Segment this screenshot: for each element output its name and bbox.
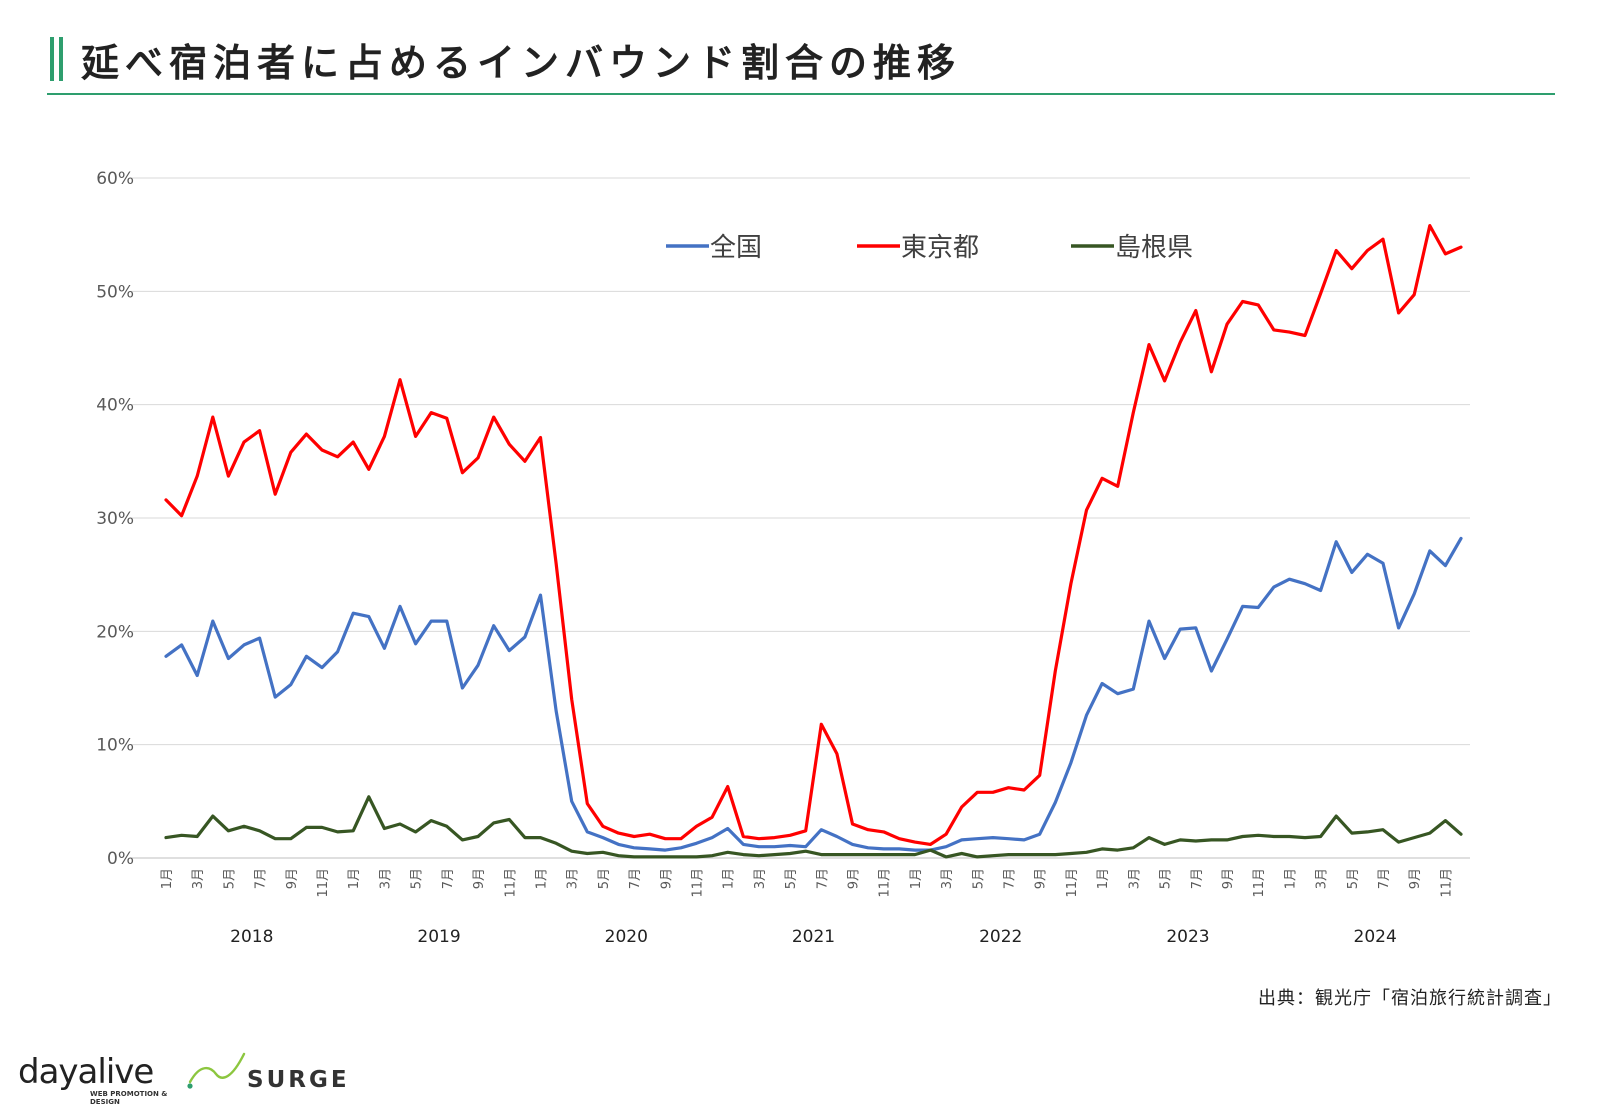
x-tick-label: 9月 xyxy=(1221,868,1236,889)
title-accent-bars xyxy=(50,37,63,81)
x-tick-label: 1月 xyxy=(909,868,924,889)
year-label: 2023 xyxy=(1166,927,1209,947)
y-tick-label: 60% xyxy=(96,169,134,189)
title-divider xyxy=(47,93,1555,95)
x-tick-label: 7月 xyxy=(441,868,456,889)
x-tick-label: 5月 xyxy=(1346,868,1361,889)
title-bar: 延べ宿泊者に占めるインバウンド割合の推移 xyxy=(50,34,962,85)
y-tick-label: 40% xyxy=(96,396,134,416)
x-tick-label: 11月 xyxy=(1252,868,1267,898)
y-tick-label: 50% xyxy=(96,282,134,302)
x-tick-label: 9月 xyxy=(659,868,674,889)
x-tick-label: 7月 xyxy=(1190,868,1205,889)
year-label: 2024 xyxy=(1354,927,1397,947)
legend-label: 全国 xyxy=(710,233,762,263)
source-note: 出典：観光庁「宿泊旅行統計調査」 xyxy=(1258,988,1562,1009)
series-line-島根県 xyxy=(164,795,1463,859)
chart: 0% 10% 20% 30% 40% 50% 60% 1月 3月 5月 7月 9月 11月 1月 3月 5月 7… xyxy=(96,169,1470,947)
x-tick-label: 5月 xyxy=(1159,868,1174,889)
x-tick-label: 7月 xyxy=(628,868,643,889)
x-tick-label: 1月 xyxy=(722,868,737,889)
y-tick-label: 30% xyxy=(96,509,134,529)
x-tick-label: 3月 xyxy=(1315,868,1330,889)
x-tick-label: 7月 xyxy=(815,868,830,889)
dayalive-logo-subtitle: WEB PROMOTION & DESIGN xyxy=(90,1090,168,1106)
x-tick-label: 5月 xyxy=(222,868,237,889)
x-tick-label: 5月 xyxy=(410,868,425,889)
x-tick-label: 1月 xyxy=(347,868,362,889)
surge-wave-icon xyxy=(187,1052,246,1089)
x-tick-label: 5月 xyxy=(784,868,799,889)
x-tick-label: 11月 xyxy=(1065,868,1080,898)
page-title: 延べ宿泊者に占めるインバウンド割合の推移 xyxy=(81,40,962,85)
year-label: 2020 xyxy=(605,927,648,947)
year-label: 2019 xyxy=(417,927,460,947)
surge-logo: SURGE xyxy=(247,1067,350,1093)
x-tick-label: 7月 xyxy=(1377,868,1392,889)
year-label: 2021 xyxy=(792,927,835,947)
series-line-全国 xyxy=(164,536,1463,852)
x-tick-label: 3月 xyxy=(1127,868,1142,889)
x-tick-label: 9月 xyxy=(1034,868,1049,889)
x-tick-label: 5月 xyxy=(971,868,986,889)
x-tick-label: 11月 xyxy=(878,868,893,898)
x-tick-label: 3月 xyxy=(191,868,206,889)
x-tick-label: 11月 xyxy=(316,868,331,898)
x-tick-label: 3月 xyxy=(378,868,393,889)
dayalive-logo: dayalive xyxy=(18,1052,154,1092)
series-line-東京都 xyxy=(164,224,1463,847)
x-tick-label: 7月 xyxy=(254,868,269,889)
x-tick-label: 1月 xyxy=(1283,868,1298,889)
x-tick-label: 3月 xyxy=(566,868,581,889)
y-tick-label: 10% xyxy=(96,736,134,756)
y-tick-label: 0% xyxy=(107,849,134,869)
x-tick-label: 1月 xyxy=(1096,868,1111,889)
x-tick-label: 1月 xyxy=(160,868,175,889)
year-label: 2022 xyxy=(979,927,1022,947)
x-tick-label: 5月 xyxy=(597,868,612,889)
x-tick-label: 9月 xyxy=(847,868,862,889)
x-tick-label: 9月 xyxy=(1408,868,1423,889)
year-label: 2018 xyxy=(230,927,273,947)
x-tick-label: 3月 xyxy=(940,868,955,889)
legend-label: 東京都 xyxy=(901,233,979,263)
x-tick-label: 9月 xyxy=(285,868,300,889)
x-tick-label: 7月 xyxy=(1003,868,1018,889)
legend-label: 島根県 xyxy=(1115,233,1193,263)
x-tick-label: 1月 xyxy=(534,868,549,889)
x-tick-label: 3月 xyxy=(753,868,768,889)
x-tick-label: 11月 xyxy=(690,868,705,898)
x-tick-label: 11月 xyxy=(1439,868,1454,898)
y-tick-label: 20% xyxy=(96,622,134,642)
x-tick-label: 11月 xyxy=(503,868,518,898)
x-tick-label: 9月 xyxy=(472,868,487,889)
